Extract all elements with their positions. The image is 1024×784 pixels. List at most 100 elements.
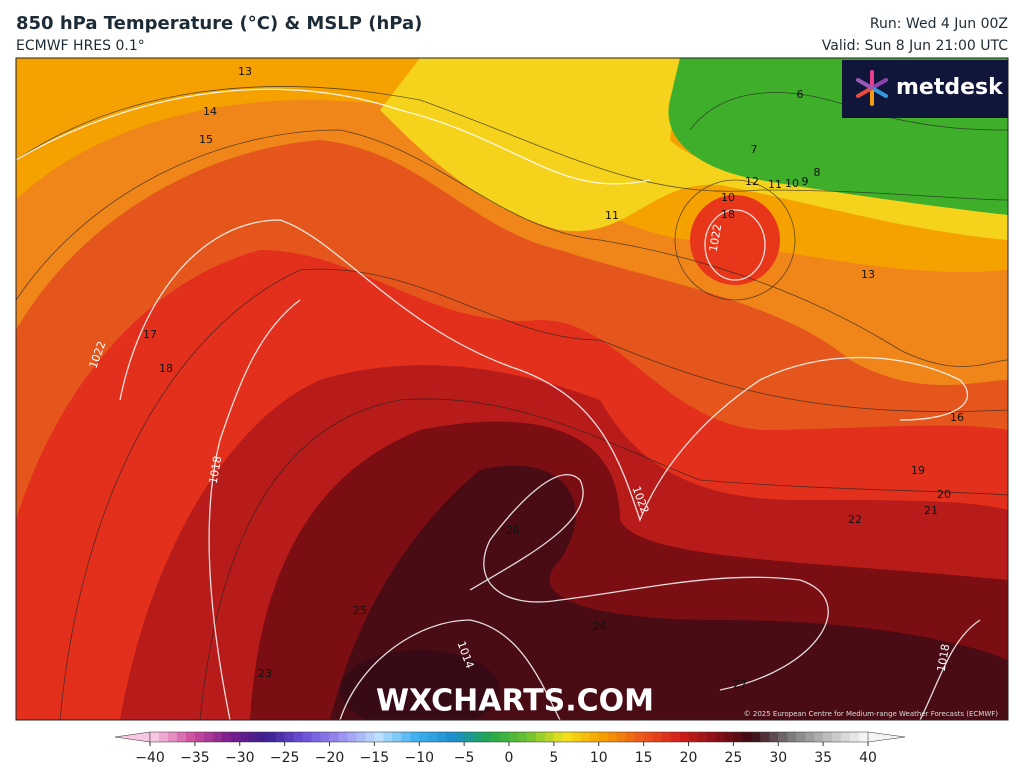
colorbar-segment [248, 732, 259, 742]
colorbar-segment [625, 732, 636, 742]
colorbar-tick-label: 15 [635, 750, 653, 766]
temperature-label: 9 [802, 175, 809, 188]
colorbar-tick-label: −30 [225, 750, 255, 766]
isobars [16, 88, 981, 720]
colorbar-segment [150, 732, 160, 742]
temperature-label: 16 [950, 411, 964, 424]
map-field [330, 465, 1008, 720]
temperature-label: 10 [721, 191, 735, 204]
colorbar-tick-label: −10 [404, 750, 434, 766]
temperature-label: 15 [199, 133, 213, 146]
colorbar-segment [266, 732, 277, 742]
temperature-label: 6 [797, 88, 804, 101]
colorbar-segment [482, 732, 492, 742]
colorbar-segment [437, 732, 447, 742]
map [16, 58, 1008, 720]
colorbar-tick-label: 40 [859, 750, 877, 766]
colorbar-segment [517, 732, 528, 742]
isobar-label: 1018 [935, 643, 953, 673]
colorbar-segment [841, 732, 851, 742]
colorbar-segment [176, 732, 187, 742]
temperature-label: 13 [238, 65, 252, 78]
colorbar-segment [661, 732, 672, 742]
colorbar-segment [715, 732, 725, 742]
colorbar-segment [607, 732, 618, 742]
colorbar-segment [778, 732, 788, 742]
colorbar-tick-label: −35 [180, 750, 210, 766]
colorbar-segment [338, 732, 348, 742]
colorbar-segment [275, 732, 286, 742]
colorbar-segment [221, 732, 232, 742]
colorbar-segment [562, 732, 573, 742]
colorbar-tick-label: −40 [135, 750, 165, 766]
colorbar-segment [446, 732, 456, 742]
colorbar-segment [652, 732, 663, 742]
colorbar-segment [464, 732, 474, 742]
isobar-label: 1022 [707, 223, 725, 253]
run-time: Run: Wed 4 Jun 00Z [870, 16, 1008, 32]
map-field [690, 195, 780, 285]
colorbar-segment [823, 732, 833, 742]
colorbar-segment [589, 732, 600, 742]
colorbar-segment [751, 732, 761, 742]
temperature-label: 25 [353, 604, 367, 617]
map-field [380, 58, 1008, 240]
colorbar-segment [311, 732, 322, 742]
colorbar-segment [742, 732, 752, 742]
temperature-label: 20 [937, 488, 951, 501]
colorbar-tick-label: 5 [549, 750, 558, 766]
colorbar-segment [473, 732, 483, 742]
isobar-label: 1018 [207, 455, 225, 485]
colorbar-segment [383, 732, 393, 742]
colorbar-segment [769, 732, 779, 742]
colorbar-segment [212, 732, 223, 742]
colorbar-segment [239, 732, 250, 742]
colorbar-segment [374, 732, 384, 742]
colorbar-segment [410, 732, 420, 742]
colorbar-tick-label: −20 [315, 750, 345, 766]
colorbar-segment [733, 732, 743, 742]
colorbar-segment [544, 732, 555, 742]
temperature-label: 21 [924, 504, 938, 517]
logo-icon [856, 70, 888, 106]
colorbar-segment [850, 732, 860, 742]
colorbar-extend [867, 731, 906, 743]
temperature-label: 23 [258, 667, 272, 680]
colorbar-segment [284, 732, 295, 742]
colorbar-segment [643, 732, 654, 742]
colorbar-segment [580, 732, 591, 742]
temperature-label: 17 [143, 328, 157, 341]
colorbar-segment [724, 732, 734, 742]
colorbar-tick-label: 10 [590, 750, 608, 766]
colorbar-segment [329, 732, 339, 742]
map-field [340, 650, 500, 720]
colorbar-segment [257, 732, 268, 742]
logo-text: metdesk [896, 75, 1004, 100]
temperature-label: 12 [745, 175, 759, 188]
colorbar-segment [598, 732, 609, 742]
colorbar-segment [535, 732, 546, 742]
colorbar-tick-label: −5 [454, 750, 475, 766]
temperature-contours [16, 86, 1008, 720]
title: 850 hPa Temperature (°C) & MSLP (hPa) [16, 13, 422, 34]
temperature-label: 19 [911, 464, 925, 477]
colorbar-segment [832, 732, 842, 742]
colorbar-segment [509, 732, 519, 742]
temperature-label: 26 [506, 524, 520, 537]
temperature-label: 7 [751, 143, 758, 156]
temperature-label: 27 [733, 678, 747, 691]
colorbar-segment [814, 732, 824, 742]
colorbar-segment [203, 732, 214, 742]
colorbar-segment [302, 732, 313, 742]
colorbar-segment [167, 732, 178, 742]
colorbar-segment [356, 732, 366, 742]
colorbar-segment [760, 732, 770, 742]
colorbar-segment [670, 732, 681, 742]
colorbar-segment [697, 732, 707, 742]
colorbar-segment [679, 732, 689, 742]
colorbar-segment [688, 732, 698, 742]
colorbar-segment [401, 732, 411, 742]
colorbar-tick-label: −25 [270, 750, 300, 766]
colorbar-tick-label: 30 [769, 750, 787, 766]
